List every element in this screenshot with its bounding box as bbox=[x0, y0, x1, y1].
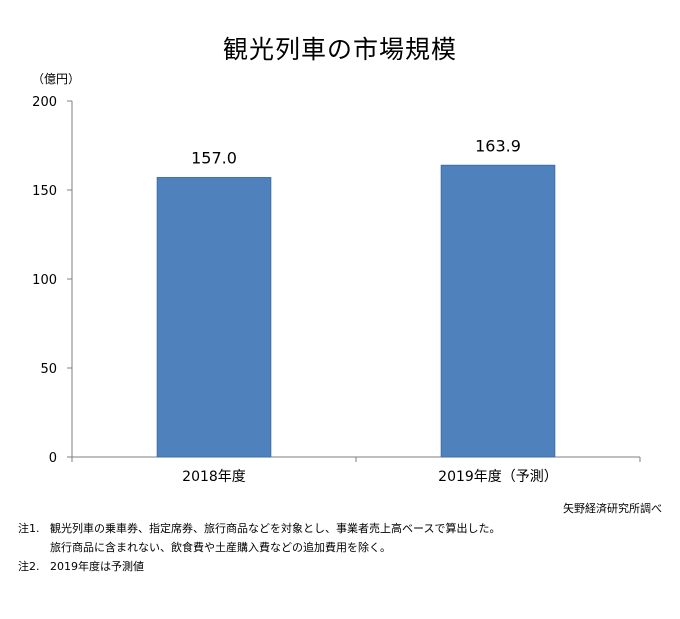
bar-chart: 0 50 100 150 200 157.0 2018年度 163.9 2019年度（予測） bbox=[32, 95, 641, 485]
note-1-line-1: 観光列車の乗車券、指定席券、旅行商品などを対象とし、事業者売上高ベースで算出した… bbox=[50, 522, 501, 535]
y-tick-label: 150 bbox=[32, 184, 57, 199]
note-2-line-1: 2019年度は予測値 bbox=[50, 560, 144, 573]
note-1-line-2: 旅行商品に含まれない、飲食費や土産購入費などの追加費用を除く。 bbox=[50, 541, 391, 554]
y-tick-label: 100 bbox=[32, 273, 57, 288]
bar bbox=[156, 177, 272, 458]
bar bbox=[440, 164, 556, 458]
source-credit: 矢野経済研究所調べ bbox=[563, 502, 662, 515]
data-label: 163.9 bbox=[475, 136, 521, 155]
note-2-label: 注2. bbox=[18, 560, 40, 573]
notes: 注1. 観光列車の乗車券、指定席券、旅行商品などを対象とし、事業者売上高ベースで… bbox=[18, 519, 500, 576]
data-label: 157.0 bbox=[191, 149, 237, 168]
y-tick-label: 200 bbox=[32, 95, 57, 110]
x-category-label: 2019年度（予測） bbox=[438, 469, 558, 485]
chart-title: 観光列車の市場規模 bbox=[222, 35, 457, 64]
y-tick-label: 0 bbox=[49, 451, 57, 466]
y-tick-label: 50 bbox=[40, 362, 57, 377]
y-axis-unit-label: （億円） bbox=[32, 72, 81, 86]
x-category-label: 2018年度 bbox=[182, 469, 246, 485]
note-1: 注1. 観光列車の乗車券、指定席券、旅行商品などを対象とし、事業者売上高ベースで… bbox=[18, 519, 500, 557]
note-2: 注2. 2019年度は予測値 bbox=[18, 557, 500, 576]
note-1-label: 注1. bbox=[18, 522, 40, 535]
